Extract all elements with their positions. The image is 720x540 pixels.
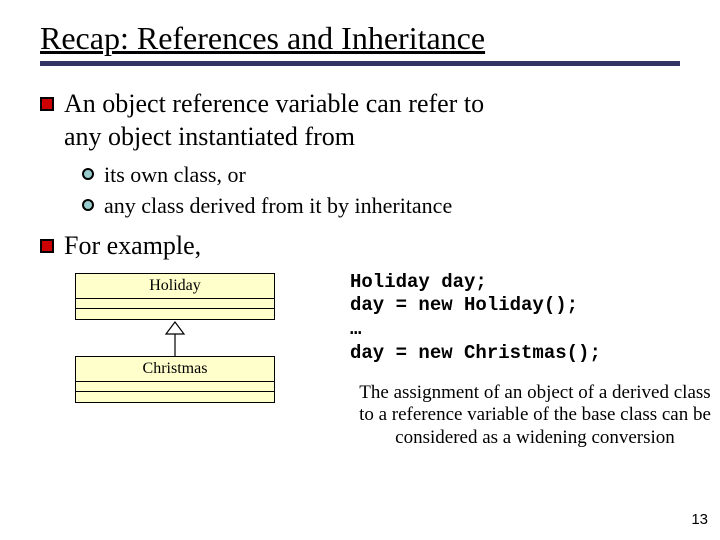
uml-parent-name: Holiday [76, 274, 274, 299]
slide-title: Recap: References and Inheritance [40, 20, 680, 66]
bullet-main-1-text: An object reference variable can refer t… [64, 88, 484, 153]
bullet-sub-1-text: its own class, or [104, 161, 246, 190]
code-line-3: … [350, 318, 361, 340]
lower-content: Holiday Christmas Holiday day; day = new… [40, 273, 680, 513]
uml-diagram: Holiday Christmas [60, 273, 290, 403]
uml-parent-box: Holiday [75, 273, 275, 320]
uml-child-name: Christmas [76, 357, 274, 382]
bullet-sub-2-text: any class derived from it by inheritance [104, 192, 452, 221]
explanation-note: The assignment of an object of a derived… [350, 382, 720, 450]
code-line-2: day = new Holiday(); [350, 294, 578, 316]
uml-parent-ops [76, 309, 274, 319]
uml-child-box: Christmas [75, 356, 275, 403]
square-bullet-icon [40, 97, 54, 111]
uml-parent-attrs [76, 299, 274, 309]
uml-child-ops [76, 392, 274, 402]
uml-inheritance-arrow [60, 320, 290, 356]
circle-bullet-icon [82, 168, 94, 180]
code-line-4: day = new Christmas(); [350, 342, 601, 364]
code-line-1: Holiday day; [350, 271, 487, 293]
bullet-main-1: An object reference variable can refer t… [40, 88, 680, 153]
bullet-main-2: For example, [40, 230, 680, 263]
uml-child-attrs [76, 382, 274, 392]
code-block: Holiday day; day = new Holiday(); … day … [350, 271, 720, 366]
circle-bullet-icon [82, 199, 94, 211]
code-and-note: Holiday day; day = new Holiday(); … day … [350, 271, 720, 450]
slide-container: Recap: References and Inheritance An obj… [0, 0, 720, 513]
bullet-sub-2: any class derived from it by inheritance [82, 192, 680, 221]
bullet-sub-1: its own class, or [82, 161, 680, 190]
square-bullet-icon [40, 239, 54, 253]
inheritance-arrow-icon [163, 320, 187, 356]
bullet-main-2-text: For example, [64, 230, 201, 263]
page-number: 13 [691, 511, 708, 528]
